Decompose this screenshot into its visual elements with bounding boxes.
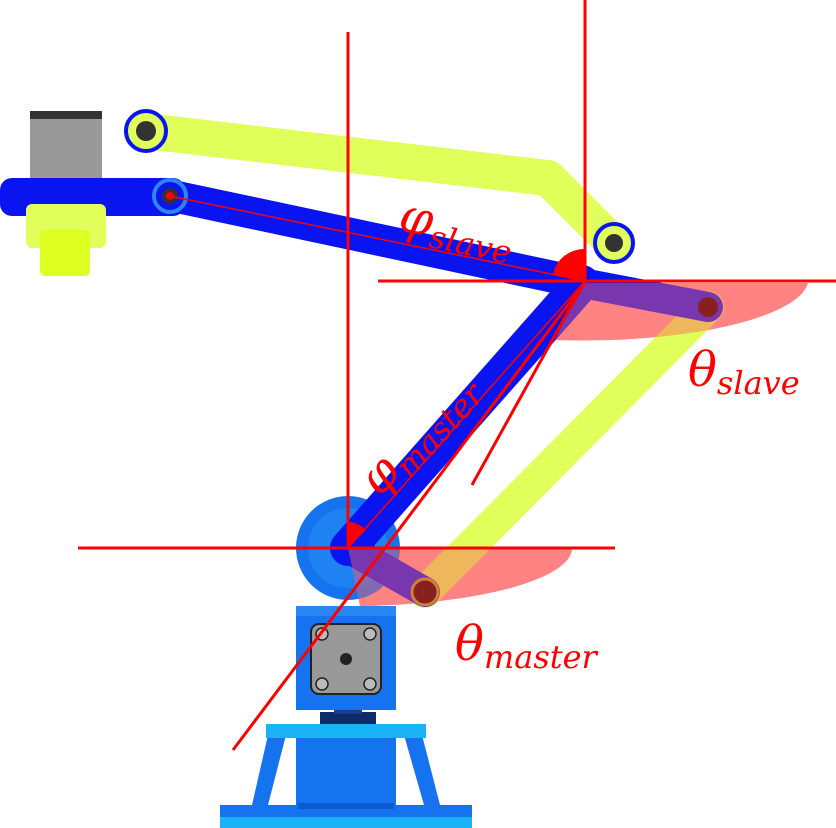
- motor-screw-br: [363, 677, 377, 691]
- gripper-motor: [30, 116, 102, 178]
- base-left-leg: [252, 735, 286, 805]
- motor-housing: [296, 606, 396, 710]
- theta-slave-sector-overlay: [555, 283, 808, 341]
- base-body: [296, 737, 396, 807]
- master-extension-line: [231, 280, 588, 751]
- gripper-motor-cap: [30, 111, 102, 119]
- guide-lines: [78, 0, 836, 751]
- shoulder-crank: [333, 533, 440, 607]
- base-right-leg: [404, 735, 440, 805]
- motor-housing-top: [296, 606, 396, 616]
- joint-elbow-crank: [698, 297, 718, 317]
- joint-slave-upper-pin: [605, 234, 623, 252]
- base-foot-plate: [220, 805, 472, 817]
- theta-slave-label: θslave: [688, 342, 800, 402]
- forearm-centerline-pin: [166, 192, 174, 200]
- motor-screw-bl: [315, 677, 329, 691]
- upper-arm-centerline: [347, 280, 586, 549]
- motor-screw-tr: [363, 627, 377, 641]
- slave-parallel-link: [409, 291, 724, 608]
- phi-master-wedge: [348, 522, 366, 548]
- elbow-extension-line: [470, 280, 587, 486]
- theta-master-symbol: θ: [455, 616, 484, 672]
- elbow-crank: [567, 268, 723, 322]
- joint-gripper-top-pin: [136, 121, 156, 141]
- base-top-plate: [266, 724, 426, 738]
- base-body-bottom: [298, 803, 394, 809]
- joint-shoulder-crank: [410, 577, 440, 607]
- base-foot-strip: [220, 817, 472, 828]
- motor-shaft: [340, 653, 352, 665]
- theta-master-sector-overlay: [348, 548, 573, 606]
- joints: [124, 109, 718, 607]
- gripper-jaw-lower: [40, 230, 90, 276]
- theta-slave-symbol: θ: [688, 342, 717, 398]
- base-bearing: [320, 712, 376, 724]
- robot-base: [220, 710, 472, 828]
- theta-master-subscript: master: [484, 638, 599, 676]
- phi-slave-wedge: [553, 248, 585, 281]
- forearm-centerline: [169, 195, 586, 282]
- base-bearing-edge: [334, 710, 362, 714]
- theta-slave-subscript: slave: [717, 364, 800, 402]
- theta-master-label: θmaster: [455, 616, 599, 676]
- gripper: [0, 111, 185, 276]
